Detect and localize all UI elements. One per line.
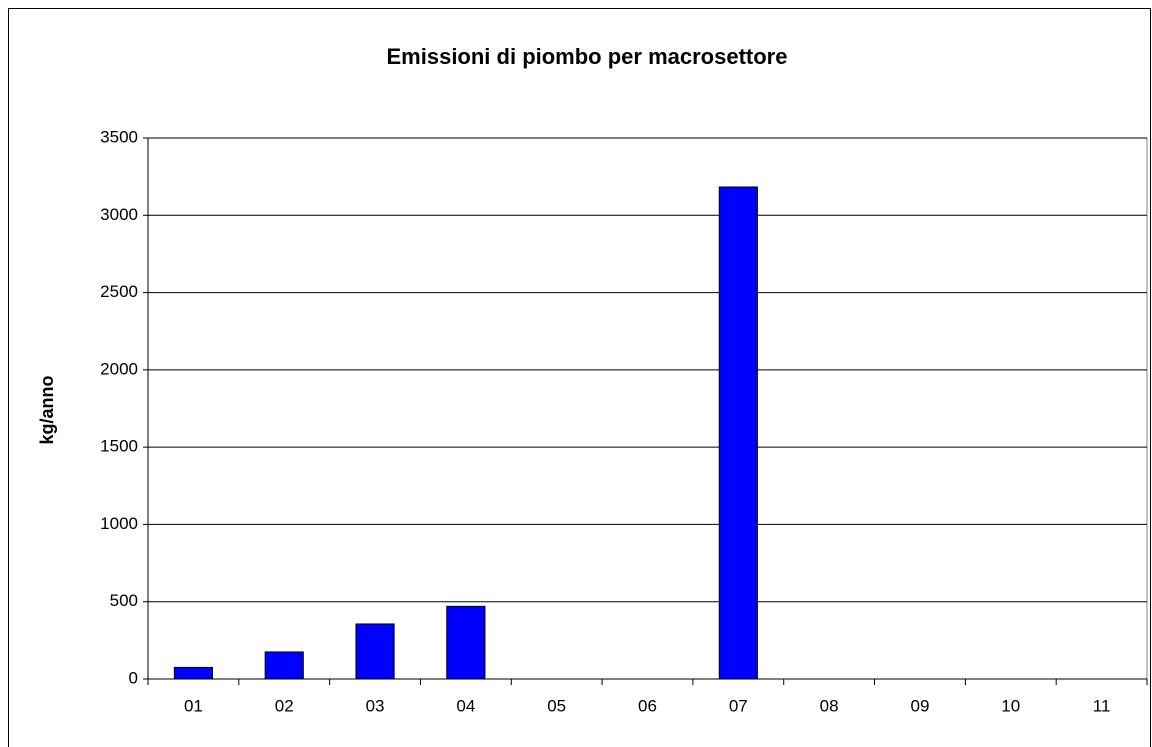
x-tick-label: 07: [729, 696, 748, 715]
y-tick-label: 3500: [100, 127, 138, 146]
x-tick-label: 01: [184, 696, 203, 715]
x-tick-label: 04: [456, 696, 475, 715]
y-tick-label: 1000: [100, 514, 138, 533]
x-tick-label: 02: [275, 696, 294, 715]
x-tick-label: 11: [1093, 696, 1111, 715]
y-tick-label: 2500: [100, 282, 138, 301]
bar: [446, 605, 486, 680]
bar: [264, 651, 304, 680]
x-tick-label: 06: [638, 696, 657, 715]
chart-title: Emissioni di piombo per macrosettore: [387, 44, 788, 69]
x-tick-label: 08: [820, 696, 839, 715]
bar: [355, 623, 395, 680]
bar: [718, 186, 758, 680]
y-tick-label: 3000: [100, 205, 138, 224]
y-tick-label: 2000: [100, 359, 138, 378]
x-tick-label: 05: [547, 696, 566, 715]
y-tick-label: 0: [129, 668, 138, 687]
bar: [173, 666, 213, 680]
x-tick-label: 03: [366, 696, 385, 715]
y-tick-label: 1500: [100, 437, 138, 456]
x-tick-label: 09: [910, 696, 929, 715]
y-axis-label: kg/anno: [37, 375, 57, 444]
y-tick-label: 500: [110, 591, 138, 610]
plot-area: [147, 137, 1148, 680]
x-tick-label: 10: [1001, 696, 1020, 715]
